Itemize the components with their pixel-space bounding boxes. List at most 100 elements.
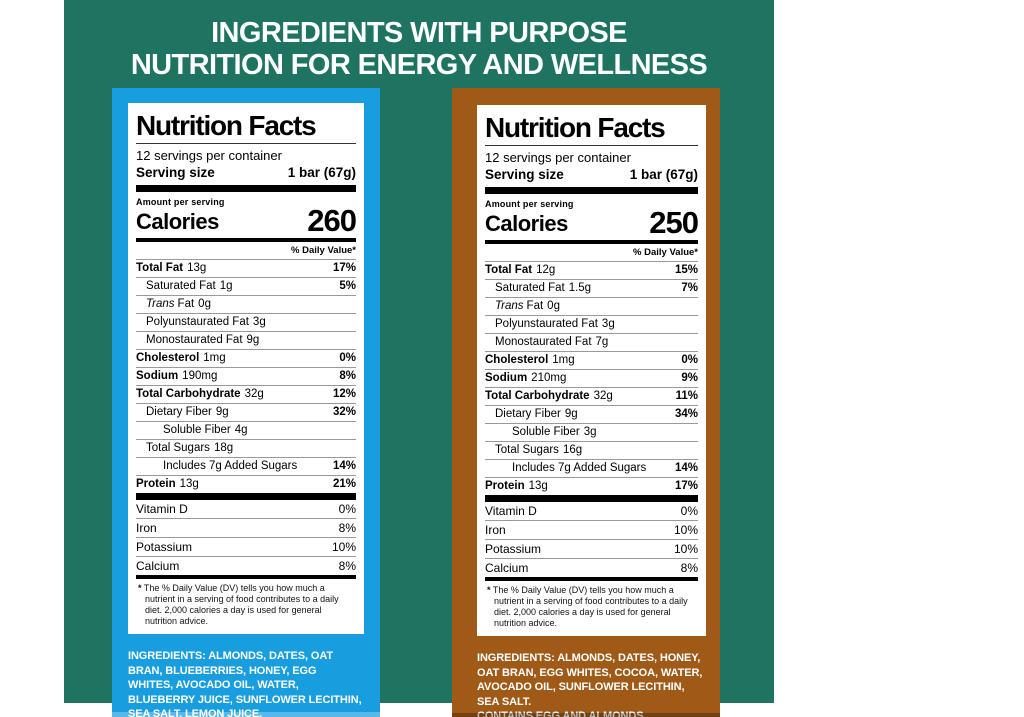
ingredients-line: INGREDIENTS: ALMONDS, DATES, OAT BRAN, B… <box>128 650 362 717</box>
nutrient-rows: Total Fat 13g 17% Saturated Fat 1g 5% Tran… <box>136 260 356 493</box>
servings-per-container: 12 servings per container <box>485 150 631 165</box>
nutrient-row: Soluble Fiber 4g <box>136 422 356 440</box>
nutrition-facts-label: Nutrition Facts 12 servings per containe… <box>477 105 706 636</box>
nutrient-name: Polyunstaurated Fat 3g <box>146 316 266 328</box>
ingredients-label: INGREDIENTS: <box>477 652 555 664</box>
nutrient-daily-value: 34% <box>674 408 698 420</box>
amount-per-serving-label: Amount per serving <box>485 199 574 209</box>
amount-per-serving-label: Amount per serving <box>136 197 225 207</box>
calories-value: 260 <box>307 203 357 238</box>
micronutrient-name: Vitamin D <box>485 503 537 518</box>
nutrient-row: Total Sugars 16g <box>485 442 698 460</box>
poster-headline: INGREDIENTS WITH PURPOSE NUTRITION FOR E… <box>64 0 774 81</box>
ingredients-section: INGREDIENTS: ALMONDS, DATES, OAT BRAN, B… <box>128 649 364 717</box>
nutrient-row: Cholesterol 1mg 0% <box>485 352 698 370</box>
nutrient-row: Protein 13g 21% <box>136 476 356 493</box>
nutrient-daily-value: 14% <box>332 460 356 472</box>
serving-size-row: Serving size 1 bar (67g) <box>136 163 356 185</box>
micronutrient-row: Calcium 8% <box>136 557 356 575</box>
nutrient-row: Polyunstaurated Fat 3g <box>136 314 356 332</box>
calories-row: Calories 250 <box>485 205 699 240</box>
nutrient-name: Includes 7g Added Sugars <box>163 460 298 472</box>
product-panel-blueberry: Nutrition Facts 12 servings per containe… <box>112 88 380 717</box>
micronutrient-rows: Vitamin D 0% Iron 8% Potassium 10% Calci… <box>136 500 356 575</box>
micronutrient-row: Iron 8% <box>136 519 356 538</box>
nutrient-daily-value: 9% <box>681 372 698 384</box>
nutrient-daily-value: 14% <box>674 462 698 474</box>
nutrient-row: Total Carbohydrate 32g 11% <box>485 388 698 406</box>
micronutrient-name: Potassium <box>136 539 193 554</box>
nutrient-row: Includes 7g Added Sugars 14% <box>136 458 356 476</box>
daily-value-header: % Daily Value* <box>485 244 698 262</box>
nutrient-name: Saturated Fat 1.5g <box>495 282 592 294</box>
micronutrient-row: Potassium 10% <box>485 540 698 559</box>
nutrient-daily-value: 11% <box>675 390 698 402</box>
contains-line: CONTAINS EGG AND ALMONDS <box>477 710 644 717</box>
calories-value: 250 <box>649 205 699 240</box>
nutrition-facts-title: Nutrition Facts <box>485 112 698 146</box>
nutrient-row: Protein 13g 17% <box>485 478 698 495</box>
nutrient-name: Cholesterol 1mg <box>136 352 226 364</box>
footnote-asterisk: * <box>487 585 491 595</box>
serving-size-value: 1 bar (67g) <box>629 167 698 182</box>
micronutrient-row: Calcium 8% <box>485 559 698 577</box>
nutrient-name: Includes 7g Added Sugars <box>512 462 647 474</box>
nutrient-daily-value: 12% <box>332 388 356 400</box>
nutrient-name: Protein 13g <box>485 480 548 492</box>
nutrient-daily-value: 21% <box>332 478 356 490</box>
nutrient-name: Total Carbohydrate 32g <box>485 390 613 402</box>
nutrient-name: Total Fat 13g <box>136 262 207 274</box>
daily-value-footnote: * The % Daily Value (DV) tells you how m… <box>487 585 688 628</box>
nutrition-facts-title: Nutrition Facts <box>136 110 356 144</box>
nutrient-row: Monostaurated Fat 7g <box>485 334 698 352</box>
headline-line-2: NUTRITION FOR ENERGY AND WELLNESS <box>130 49 708 81</box>
nutrient-row: Soluble Fiber 3g <box>485 424 698 442</box>
calories-label: Calories <box>485 211 568 236</box>
nutrient-name: Dietary Fiber 9g <box>495 408 578 420</box>
serving-size-label: Serving size <box>136 165 215 180</box>
nutrient-name: Soluble Fiber 4g <box>163 424 248 436</box>
nutrient-row: Monostaurated Fat 9g <box>136 332 356 350</box>
calories-row: Calories 260 <box>136 203 357 238</box>
nutrient-row: Dietary Fiber 9g 32% <box>136 404 356 422</box>
divider-bar <box>485 187 698 194</box>
nutrient-daily-value: 5% <box>339 280 356 292</box>
micronutrient-name: Potassium <box>485 541 542 556</box>
nutrient-name: Polyunstaurated Fat 3g <box>495 318 615 330</box>
nutrient-row: Total Fat 12g 15% <box>485 262 698 280</box>
nutrient-name: Protein 13g <box>136 478 199 490</box>
divider-bar <box>485 495 698 502</box>
micronutrient-daily-value: 10% <box>673 541 698 556</box>
nutrient-name: Total Carbohydrate 32g <box>136 388 264 400</box>
nutrient-daily-value: 7% <box>681 282 698 294</box>
micronutrient-daily-value: 8% <box>338 558 356 573</box>
nutrient-name: Total Sugars 18g <box>146 442 234 454</box>
nutrient-row: Trans Fat 0g <box>136 296 356 314</box>
servings-per-container: 12 servings per container <box>136 148 282 163</box>
product-panel-cocoa: Nutrition Facts 12 servings per containe… <box>452 88 720 717</box>
micronutrient-daily-value: 0% <box>338 501 356 516</box>
nutrient-row: Total Carbohydrate 32g 12% <box>136 386 356 404</box>
headline-line-1: INGREDIENTS WITH PURPOSE <box>211 17 627 49</box>
nutrient-row: Dietary Fiber 9g 34% <box>485 406 698 424</box>
nutrient-row: Trans Fat 0g <box>485 298 698 316</box>
divider-bar <box>485 577 698 581</box>
nutrition-facts-label: Nutrition Facts 12 servings per containe… <box>128 103 364 634</box>
nutrient-daily-value: 32% <box>332 406 356 418</box>
nutrient-name: Soluble Fiber 3g <box>512 426 597 438</box>
nutrient-daily-value: 17% <box>332 262 356 274</box>
ingredients-label: INGREDIENTS: <box>128 650 206 662</box>
divider-bar <box>136 575 356 579</box>
nutrient-row: Cholesterol 1mg 0% <box>136 350 356 368</box>
micronutrient-daily-value: 8% <box>338 520 356 535</box>
nutrient-name: Sodium 210mg <box>485 372 567 384</box>
nutrient-name: Trans Fat 0g <box>146 298 211 310</box>
micronutrient-daily-value: 10% <box>673 522 698 537</box>
nutrient-name: Cholesterol 1mg <box>485 354 575 366</box>
micronutrient-daily-value: 8% <box>680 560 698 575</box>
micronutrient-row: Vitamin D 0% <box>136 500 356 519</box>
daily-value-header: % Daily Value* <box>136 242 356 260</box>
nutrient-row: Polyunstaurated Fat 3g <box>485 316 698 334</box>
nutrient-name: Monostaurated Fat 9g <box>146 334 260 346</box>
